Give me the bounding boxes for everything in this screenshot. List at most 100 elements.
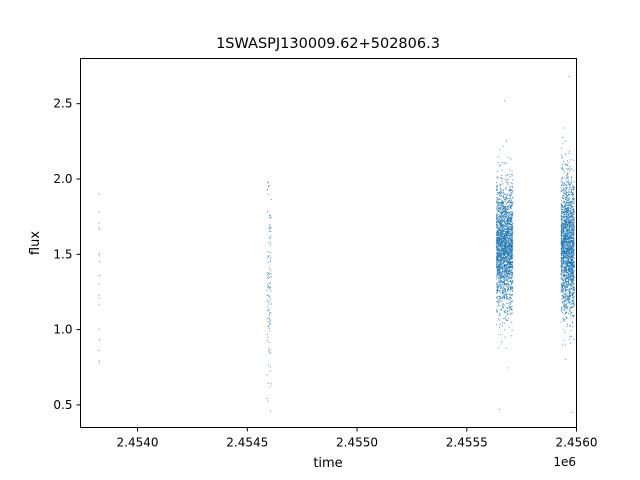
data-point xyxy=(567,219,569,221)
data-point xyxy=(562,246,564,248)
data-point xyxy=(505,197,507,199)
data-point xyxy=(564,227,566,229)
data-point xyxy=(570,254,572,256)
data-point xyxy=(509,267,511,269)
data-point xyxy=(498,177,500,179)
data-point xyxy=(567,279,569,281)
data-point xyxy=(510,241,512,243)
data-point xyxy=(567,238,569,240)
data-point xyxy=(498,249,500,251)
data-point xyxy=(502,225,504,227)
data-point xyxy=(567,224,569,226)
data-point xyxy=(503,292,505,294)
data-point xyxy=(500,250,502,252)
data-point xyxy=(503,281,505,283)
data-point xyxy=(571,201,573,203)
data-point xyxy=(567,261,569,263)
data-point xyxy=(512,196,514,198)
data-point xyxy=(568,197,570,199)
data-point xyxy=(568,294,570,296)
data-point xyxy=(496,234,498,236)
data-point xyxy=(562,252,564,254)
data-point xyxy=(566,232,568,234)
data-point xyxy=(510,267,512,269)
data-point xyxy=(568,222,570,224)
data-point xyxy=(564,285,566,287)
data-point xyxy=(508,251,510,253)
data-point xyxy=(507,240,509,242)
data-point xyxy=(509,253,511,255)
data-point xyxy=(502,238,504,240)
data-point xyxy=(496,189,498,191)
data-point xyxy=(495,239,497,241)
data-point xyxy=(568,218,570,220)
data-point xyxy=(503,205,505,207)
data-point xyxy=(501,220,503,222)
data-point xyxy=(504,244,506,246)
data-point xyxy=(508,226,510,228)
data-point xyxy=(509,195,511,197)
data-point xyxy=(509,243,511,245)
data-point xyxy=(509,197,511,199)
data-point xyxy=(566,239,568,241)
data-point xyxy=(569,253,571,255)
plot-frame xyxy=(80,58,577,428)
data-point xyxy=(500,199,502,201)
data-point xyxy=(563,215,565,217)
data-point xyxy=(564,250,566,252)
x-axis-offset-label: 1e6 xyxy=(553,455,576,469)
data-point xyxy=(507,308,509,310)
data-point xyxy=(498,221,500,223)
data-point xyxy=(567,219,569,221)
data-point xyxy=(505,188,507,190)
data-point xyxy=(566,263,568,265)
data-point xyxy=(568,153,570,155)
data-point xyxy=(570,261,572,263)
data-point xyxy=(511,232,513,234)
data-point xyxy=(502,304,504,306)
data-point xyxy=(563,217,565,219)
data-point xyxy=(511,217,513,219)
data-point xyxy=(571,275,573,277)
data-point xyxy=(507,297,509,299)
data-point xyxy=(266,277,268,279)
data-point xyxy=(567,214,569,216)
data-point xyxy=(501,237,503,239)
data-point xyxy=(500,278,502,280)
data-point xyxy=(565,204,567,206)
data-point xyxy=(566,250,568,252)
data-point xyxy=(505,235,507,237)
data-point xyxy=(566,317,568,319)
data-point xyxy=(568,204,570,206)
data-point xyxy=(566,277,568,279)
data-point xyxy=(569,251,571,253)
data-point xyxy=(570,210,572,212)
data-point xyxy=(563,231,565,233)
data-point xyxy=(573,225,575,227)
data-point xyxy=(573,209,575,211)
x-tick-label: 2.4540 xyxy=(117,436,159,450)
data-point xyxy=(502,237,504,239)
data-point xyxy=(505,312,507,314)
data-point xyxy=(509,258,511,260)
data-point xyxy=(560,263,562,265)
data-point xyxy=(570,245,572,247)
data-point xyxy=(506,193,508,195)
data-point xyxy=(566,249,568,251)
data-point xyxy=(561,212,563,214)
data-point xyxy=(568,299,570,301)
data-point xyxy=(565,230,567,232)
data-point xyxy=(564,299,566,301)
data-point xyxy=(508,298,510,300)
data-point xyxy=(567,295,569,297)
data-point xyxy=(567,256,569,258)
data-point xyxy=(573,282,575,284)
data-point xyxy=(506,213,508,215)
data-point xyxy=(497,253,499,255)
data-point xyxy=(512,213,514,215)
data-point xyxy=(268,303,270,305)
data-point xyxy=(571,244,573,246)
data-point xyxy=(563,182,565,184)
data-point xyxy=(567,260,569,262)
data-point xyxy=(561,226,563,228)
